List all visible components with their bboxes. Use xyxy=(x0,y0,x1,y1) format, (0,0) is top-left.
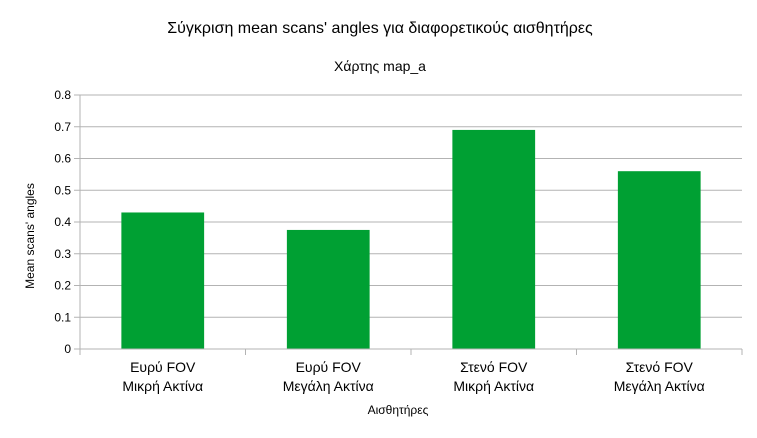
y-tick-label-7: 0.7 xyxy=(54,120,71,134)
bar-3 xyxy=(617,171,701,349)
bar-0 xyxy=(121,212,205,349)
y-tick-label-1: 0.1 xyxy=(54,310,71,324)
y-tick-label-2: 0.2 xyxy=(54,279,71,293)
x-axis-label: Αισθητήρες xyxy=(368,403,429,417)
y-tick-label-0: 0 xyxy=(64,342,71,356)
y-tick-labels: 0 0.1 0.2 0.3 0.4 0.5 0.6 0.7 0.8 xyxy=(54,88,71,356)
axes xyxy=(74,94,743,355)
x-category-label-0-0: Ευρύ FOV xyxy=(130,359,196,375)
x-category-label-2-0: Στενό FOV xyxy=(460,359,528,375)
chart-subtitle: Χάρτης map_a xyxy=(334,58,426,74)
y-tick-label-8: 0.8 xyxy=(54,88,71,102)
bar-1 xyxy=(286,229,370,349)
bars xyxy=(121,129,701,349)
y-axis-label: Mean scans' angles xyxy=(23,183,37,289)
x-category-label-1-1: Μεγάλη Ακτίνα xyxy=(283,378,374,394)
y-tick-label-3: 0.3 xyxy=(54,247,71,261)
x-category-label-0-1: Μικρή Ακτίνα xyxy=(122,378,203,394)
y-tick-label-4: 0.4 xyxy=(54,215,71,229)
x-category-labels: Ευρύ FOV Μικρή Ακτίνα Ευρύ FOV Μεγάλη Ακτίν… xyxy=(122,359,704,394)
y-tick-label-6: 0.6 xyxy=(54,152,71,166)
x-category-label-3-0: Στενό FOV xyxy=(626,359,694,375)
chart-title: Σύγκριση mean scans' angles για διαφορετ… xyxy=(167,20,593,37)
y-tick-label-5: 0.5 xyxy=(54,183,71,197)
x-category-label-2-1: Μικρή Ακτίνα xyxy=(453,378,534,394)
x-category-label-3-1: Μεγάλη Ακτίνα xyxy=(614,378,705,394)
bar-2 xyxy=(452,129,536,349)
x-category-label-1-0: Ευρύ FOV xyxy=(296,359,362,375)
